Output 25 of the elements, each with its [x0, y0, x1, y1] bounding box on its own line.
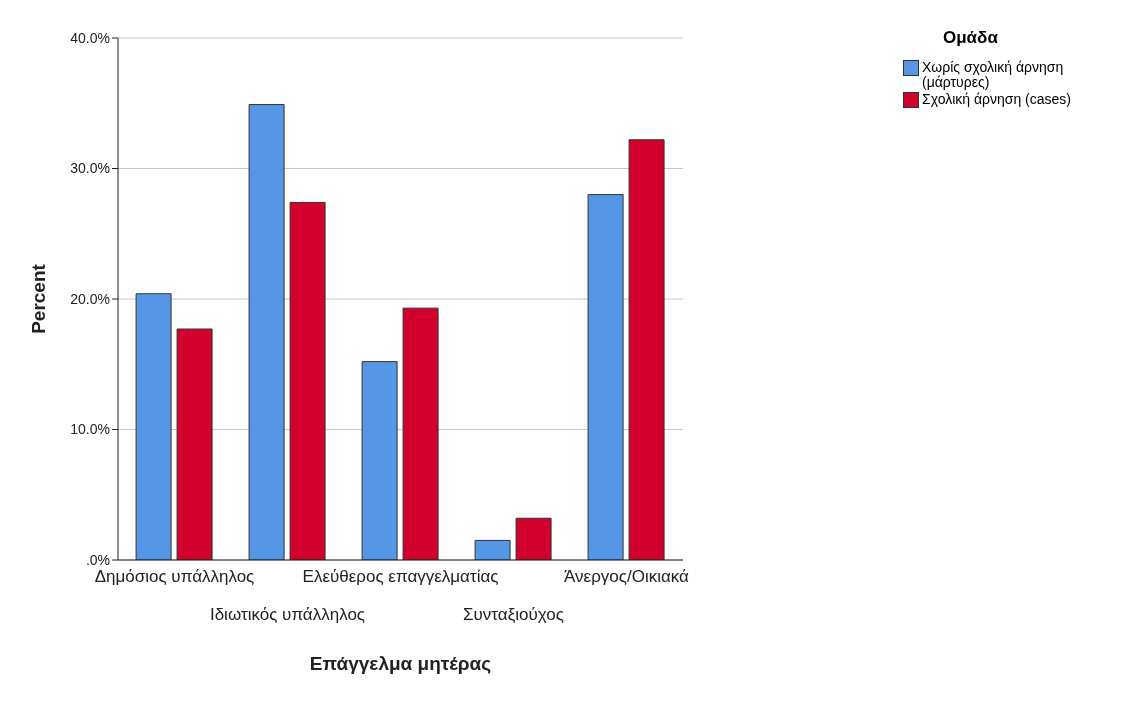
bar — [628, 139, 665, 560]
x-tick-label: Δημόσιος υπάλληλος — [94, 567, 255, 586]
x-axis-title: Επάγγελμα μητέρας — [309, 653, 492, 674]
bar — [361, 361, 398, 560]
y-tick-label: 30.0% — [70, 160, 110, 177]
bar — [474, 539, 511, 560]
bar — [248, 104, 285, 560]
bar — [587, 194, 624, 560]
x-tick-label: Άνεργος/Οικιακά — [564, 567, 690, 586]
legend-title: Ομάδα — [943, 28, 999, 48]
x-tick-label: Ελεύθερος επαγγελματίας — [302, 567, 499, 586]
y-tick-label: .0% — [85, 551, 110, 568]
y-tick-label: 20.0% — [70, 290, 110, 307]
x-tick-label: Ιδιωτικός υπάλληλος — [209, 605, 366, 624]
bar — [289, 201, 326, 560]
bar — [402, 307, 439, 560]
bar — [135, 293, 172, 560]
y-tick-label: 40.0% — [70, 29, 110, 46]
y-tick-label: 10.0% — [70, 421, 110, 438]
legend-label: Σχολική άρνηση (cases) — [922, 91, 1071, 107]
bar — [176, 328, 213, 560]
bar — [515, 517, 552, 560]
legend-label: Χωρίς σχολική άρνηση (μάρτυρες) — [922, 59, 1065, 90]
x-tick-label: Συνταξιούχος — [463, 605, 564, 624]
y-axis-title: Percent — [27, 263, 49, 334]
